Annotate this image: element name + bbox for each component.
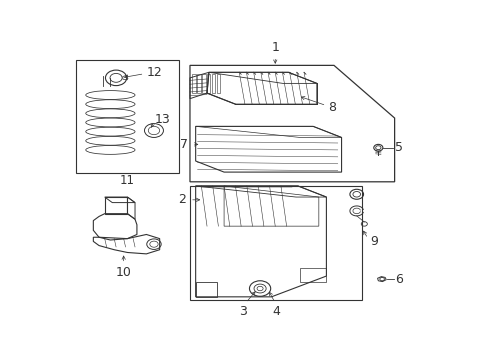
Text: 5: 5 xyxy=(394,141,402,154)
Text: 12: 12 xyxy=(146,66,162,79)
Bar xyxy=(189,186,362,300)
Text: 10: 10 xyxy=(116,266,131,279)
Text: 3: 3 xyxy=(239,305,246,319)
Text: 1: 1 xyxy=(271,41,279,54)
Bar xyxy=(76,60,178,174)
Text: 6: 6 xyxy=(395,273,403,285)
Text: 4: 4 xyxy=(272,305,280,319)
Text: 11: 11 xyxy=(120,174,135,187)
Text: 7: 7 xyxy=(180,138,188,151)
Text: 9: 9 xyxy=(369,235,377,248)
Text: 13: 13 xyxy=(155,113,170,126)
Text: 8: 8 xyxy=(327,101,336,114)
Text: 2: 2 xyxy=(178,193,186,206)
